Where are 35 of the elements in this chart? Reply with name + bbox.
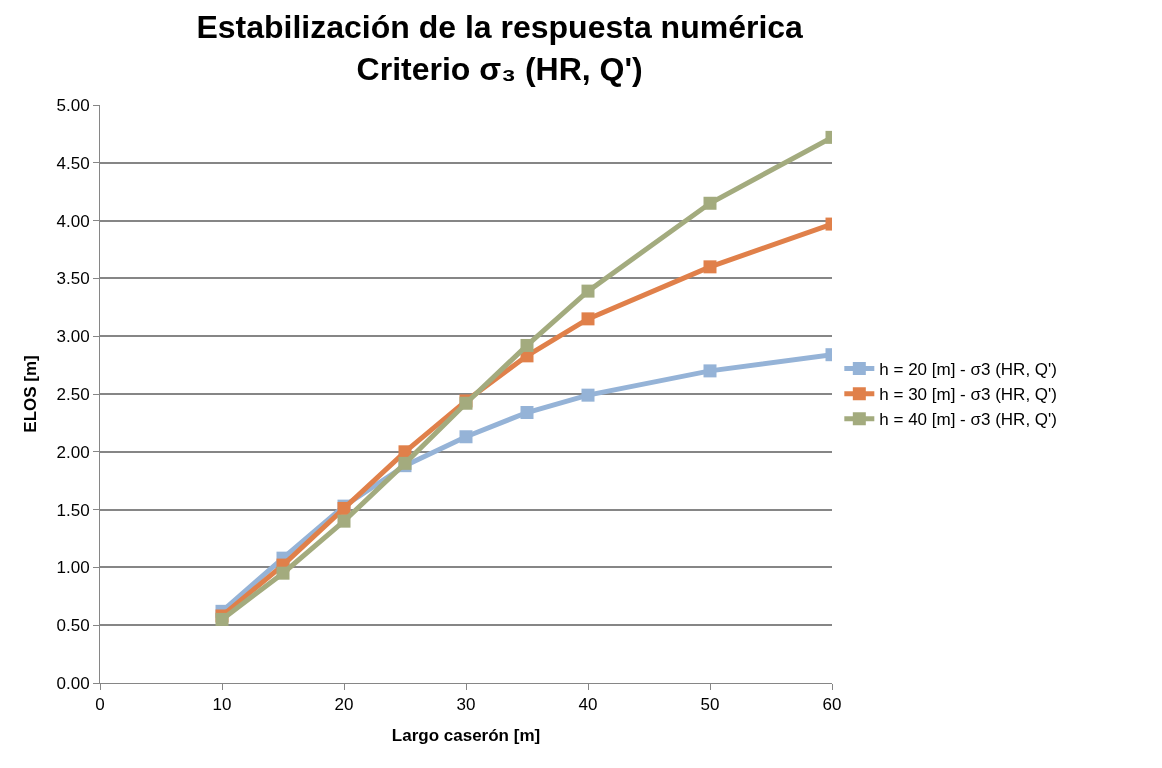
- y-tick-label: 4.50: [56, 153, 90, 173]
- x-tick-label: 10: [212, 695, 232, 715]
- y-tick-label: 3.50: [56, 269, 90, 289]
- y-tick-label: 4.00: [56, 211, 90, 231]
- x-tick-label: 60: [822, 695, 842, 715]
- legend-label: h = 30 [m] - σ3 (HR, Q'): [879, 385, 1057, 405]
- point: [703, 196, 717, 210]
- point: [703, 364, 717, 378]
- y-tick-label: 3.00: [56, 327, 90, 347]
- point: [581, 312, 595, 326]
- legend-label: h = 20 [m] - σ3 (HR, Q'): [879, 360, 1057, 380]
- x-tick-label: 0: [95, 695, 105, 715]
- point: [581, 284, 595, 298]
- point: [276, 566, 290, 580]
- point: [520, 338, 534, 352]
- y-tick-label: 1.00: [56, 558, 90, 578]
- y-tick-label: 5.00: [56, 95, 90, 115]
- x-tick-label: 20: [334, 695, 354, 715]
- x-axis-title: Largo caserón [m]: [391, 725, 541, 745]
- y-tick-label: 2.00: [56, 442, 90, 462]
- chart-title: Estabilización de la respuesta numérica Criterio σ₃ (HR, Q'): [196, 9, 804, 87]
- point: [337, 514, 351, 528]
- y-tick-label: 0.50: [56, 616, 90, 636]
- point: [459, 430, 473, 444]
- legend-label: h = 40 [m] - σ3 (HR, Q'): [879, 410, 1057, 430]
- point: [703, 260, 717, 274]
- point: [520, 406, 534, 419]
- y-tick-label: 2.50: [56, 384, 90, 404]
- y-tick-label: 0.00: [56, 673, 90, 693]
- x-tick-label: 30: [456, 695, 476, 715]
- x-tick-label: 50: [700, 695, 720, 715]
- y-tick-label: 1.50: [56, 500, 90, 520]
- y-axis-title: ELOS [m]: [21, 355, 41, 433]
- x-tick-label: 40: [578, 695, 598, 715]
- point: [581, 388, 595, 402]
